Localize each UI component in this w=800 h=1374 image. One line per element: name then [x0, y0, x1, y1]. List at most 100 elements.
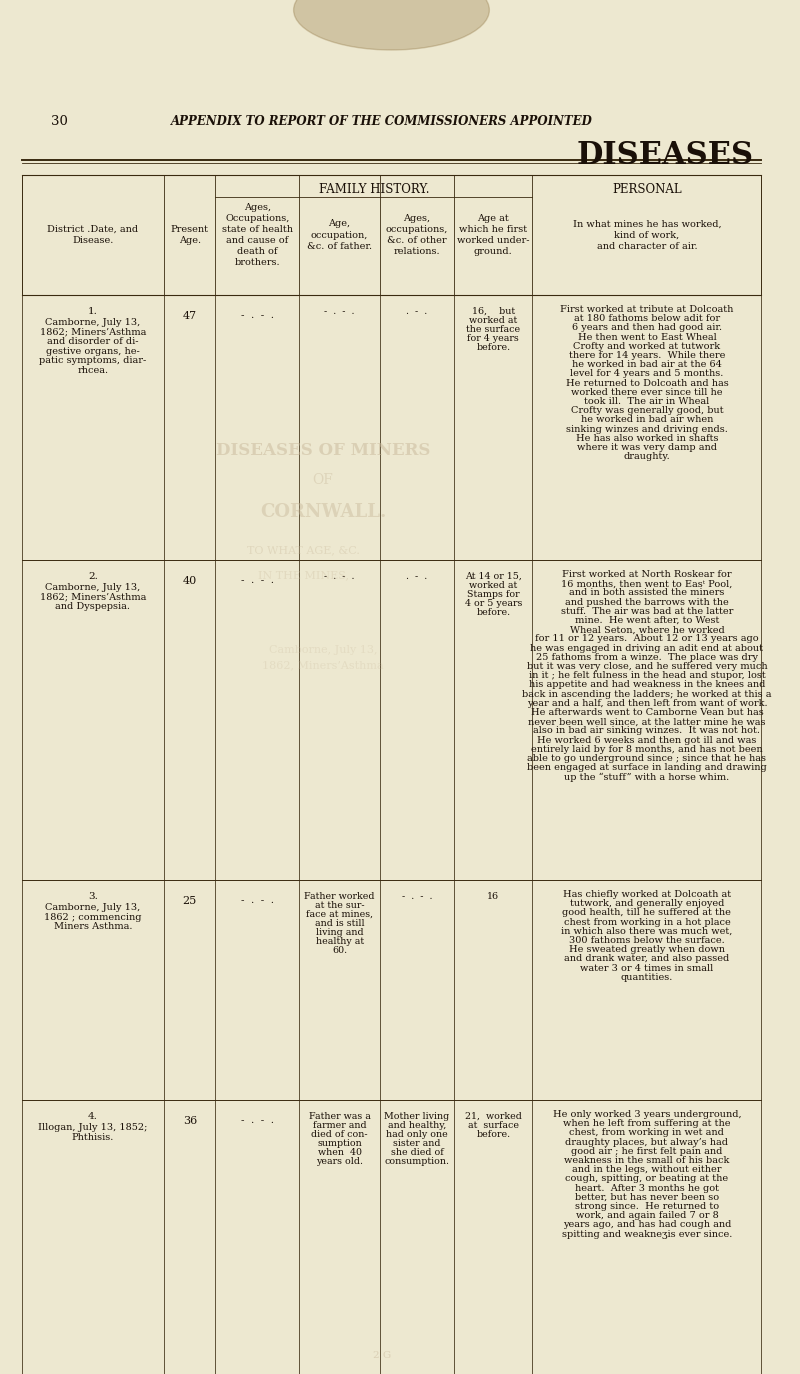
Text: and in the legs, without either: and in the legs, without either	[572, 1165, 722, 1175]
Text: Ages,
Occupations,
state of health
and cause of
death of
brothers.: Ages, Occupations, state of health and c…	[222, 203, 293, 268]
Text: years old.: years old.	[316, 1157, 363, 1167]
Text: there for 14 years.  While there: there for 14 years. While there	[569, 350, 725, 360]
Text: tutwork, and generally enjoyed: tutwork, and generally enjoyed	[570, 899, 724, 908]
Text: for 4 years: for 4 years	[467, 334, 519, 344]
Text: when he left from suffering at the: when he left from suffering at the	[563, 1120, 730, 1128]
Text: strong since.  He returned to: strong since. He returned to	[575, 1202, 719, 1210]
Text: when  40: when 40	[318, 1149, 362, 1157]
Text: .  -  .: . - .	[406, 306, 427, 316]
Text: -  .  -  .: - . - .	[402, 892, 432, 901]
Text: worked there ever since till he: worked there ever since till he	[571, 387, 722, 397]
Text: rhcea.: rhcea.	[78, 365, 109, 375]
Text: Miners Asthma.: Miners Asthma.	[54, 922, 132, 932]
Text: 16,    but: 16, but	[472, 306, 515, 316]
Text: He afterwards went to Camborne Vean but has: He afterwards went to Camborne Vean but …	[530, 708, 763, 717]
Text: better, but has never been so: better, but has never been so	[575, 1193, 719, 1202]
Text: 1862; Miners’Asthma: 1862; Miners’Asthma	[40, 592, 146, 602]
Text: 21,  worked: 21, worked	[465, 1112, 522, 1121]
Text: had only one: had only one	[386, 1129, 448, 1139]
Text: quantities.: quantities.	[621, 973, 673, 982]
Text: He sweated greatly when down: He sweated greatly when down	[569, 945, 725, 954]
Text: Mother living: Mother living	[384, 1112, 450, 1121]
Text: Ages,
occupations,
&c. of other
relations.: Ages, occupations, &c. of other relation…	[386, 214, 448, 256]
Text: 2.: 2.	[88, 572, 98, 581]
Text: worked at: worked at	[469, 316, 518, 326]
Text: 25 fathoms from a winze.  The place was dry: 25 fathoms from a winze. The place was d…	[536, 653, 758, 662]
Text: -  .  -  .: - . - .	[241, 896, 274, 905]
Text: spitting and weakneʒis ever since.: spitting and weakneʒis ever since.	[562, 1230, 732, 1238]
Text: Camborne, July 13,: Camborne, July 13,	[46, 583, 141, 592]
Text: 300 fathoms below the surface.: 300 fathoms below the surface.	[569, 936, 725, 945]
Text: good health, till he suffered at the: good health, till he suffered at the	[562, 908, 731, 918]
Text: he worked in bad air when: he worked in bad air when	[581, 415, 713, 425]
Text: 3.: 3.	[88, 892, 98, 901]
Ellipse shape	[294, 0, 490, 49]
Text: and drank water, and also passed: and drank water, and also passed	[564, 955, 730, 963]
Text: OF: OF	[313, 473, 334, 486]
Text: He then went to East Wheal: He then went to East Wheal	[578, 333, 716, 342]
Text: up the “stuff” with a horse whim.: up the “stuff” with a horse whim.	[564, 772, 730, 782]
Text: before.: before.	[476, 609, 510, 617]
Text: but it was very close, and he suffered very much: but it was very close, and he suffered v…	[526, 662, 767, 671]
Text: 16: 16	[487, 892, 499, 901]
Text: and disorder of di-: and disorder of di-	[47, 337, 138, 346]
Text: .  -  .: . - .	[406, 572, 427, 581]
Text: heart.  After 3 months he got: heart. After 3 months he got	[575, 1183, 719, 1193]
Text: 4.: 4.	[88, 1112, 98, 1121]
Text: He only worked 3 years underground,: He only worked 3 years underground,	[553, 1110, 742, 1118]
Text: 1862; Miners’Asthma: 1862; Miners’Asthma	[40, 327, 146, 337]
Text: Crofty and worked at tutwork: Crofty and worked at tutwork	[574, 342, 721, 350]
Text: Camborne, July 13,: Camborne, July 13,	[46, 317, 141, 327]
Text: -  .  -  .: - . - .	[324, 572, 355, 581]
Text: before.: before.	[476, 344, 510, 352]
Text: years ago, and has had cough and: years ago, and has had cough and	[562, 1220, 731, 1230]
Text: In what mines he has worked,
kind of work,
and character of air.: In what mines he has worked, kind of wor…	[573, 220, 722, 250]
Text: and pushed the barrows with the: and pushed the barrows with the	[565, 598, 729, 606]
Text: 47: 47	[183, 311, 197, 322]
Text: -  .  -  .: - . - .	[324, 306, 355, 316]
Text: draughty.: draughty.	[623, 452, 670, 462]
Text: First worked at North Roskear for: First worked at North Roskear for	[562, 570, 732, 578]
Text: 4 or 5 years: 4 or 5 years	[465, 599, 522, 609]
Text: Age at
which he first
worked under-
ground.: Age at which he first worked under- grou…	[457, 214, 530, 256]
Text: never been well since, at the latter mine he was: never been well since, at the latter min…	[528, 717, 766, 727]
Text: for 11 or 12 years.  About 12 or 13 years ago: for 11 or 12 years. About 12 or 13 years…	[535, 635, 758, 643]
Text: Illogan, July 13, 1852;: Illogan, July 13, 1852;	[38, 1123, 148, 1132]
Text: 25: 25	[182, 896, 197, 905]
Text: District .Date, and
Disease.: District .Date, and Disease.	[47, 225, 138, 245]
Text: where it was very damp and: where it was very damp and	[577, 442, 717, 452]
Text: sister and: sister and	[393, 1139, 441, 1149]
Text: died of con-: died of con-	[311, 1129, 368, 1139]
Text: face at mines,: face at mines,	[306, 910, 373, 919]
Text: -  .  -  .: - . - .	[241, 311, 274, 320]
Text: at 180 fathoms below adit for: at 180 fathoms below adit for	[574, 315, 720, 323]
Text: he was engaged in driving an adit end at about: he was engaged in driving an adit end at…	[530, 643, 763, 653]
Text: Phthisis.: Phthisis.	[72, 1132, 114, 1142]
Text: IN THE MINES,: IN THE MINES,	[258, 570, 349, 580]
Text: Wheal Seton, where he worked: Wheal Seton, where he worked	[570, 625, 724, 635]
Text: in which also there was much wet,: in which also there was much wet,	[562, 927, 733, 936]
Text: farmer and: farmer and	[313, 1121, 366, 1129]
Text: at the sur-: at the sur-	[315, 901, 365, 910]
Text: At 14 or 15,: At 14 or 15,	[465, 572, 522, 581]
Text: living and: living and	[316, 927, 363, 937]
Text: 36: 36	[182, 1116, 197, 1127]
Text: 1.: 1.	[88, 306, 98, 316]
Text: Father was a: Father was a	[309, 1112, 370, 1121]
Text: and in both assisted the miners: and in both assisted the miners	[570, 588, 725, 598]
Text: FAMILY HISTORY.: FAMILY HISTORY.	[318, 183, 429, 196]
Text: water 3 or 4 times in small: water 3 or 4 times in small	[580, 963, 714, 973]
Text: took ill.  The air in Wheal: took ill. The air in Wheal	[584, 397, 710, 405]
Text: weakness in the small of his back: weakness in the small of his back	[564, 1156, 730, 1165]
Text: and Dyspepsia.: and Dyspepsia.	[55, 602, 130, 611]
Text: Age,
occupation,
&c. of father.: Age, occupation, &c. of father.	[307, 220, 372, 250]
Text: Camborne, July 13,: Camborne, July 13,	[46, 903, 141, 912]
Text: APPENDIX TO REPORT OF THE COMMISSIONERS APPOINTED: APPENDIX TO REPORT OF THE COMMISSIONERS …	[170, 115, 593, 128]
Text: she died of: she died of	[390, 1149, 443, 1157]
Text: worked at: worked at	[469, 581, 518, 589]
Text: back in ascending the ladders; he worked at this a: back in ascending the ladders; he worked…	[522, 690, 772, 698]
Text: Father worked: Father worked	[304, 892, 375, 901]
Text: 30: 30	[51, 115, 68, 128]
Text: 1862 ; commencing: 1862 ; commencing	[44, 912, 142, 922]
Text: mine.  He went after, to West: mine. He went after, to West	[574, 616, 719, 625]
